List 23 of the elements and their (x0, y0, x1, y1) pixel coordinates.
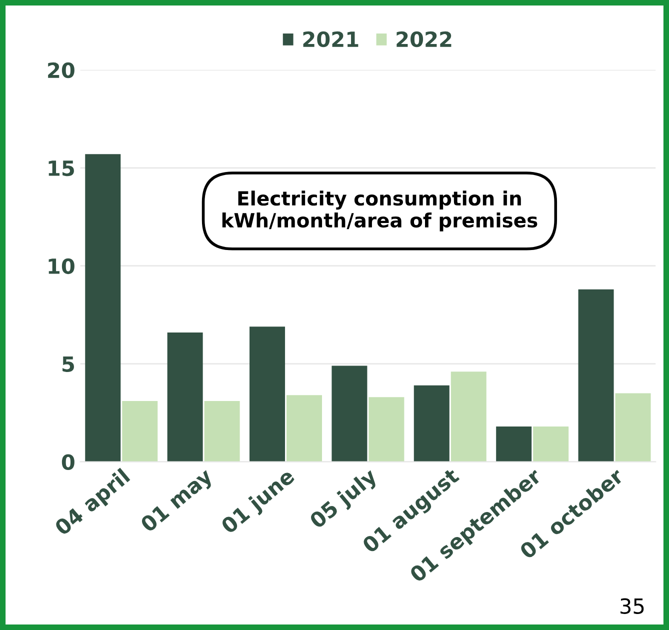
bar (615, 393, 651, 462)
bar (167, 332, 203, 462)
y-tick-label: 0 (62, 454, 74, 470)
bar (414, 385, 450, 462)
bar (204, 401, 240, 462)
y-tick-label: 10 (48, 258, 74, 274)
bar (496, 426, 532, 462)
y-tick-label: 15 (48, 160, 74, 176)
bar (250, 326, 286, 462)
bar (578, 289, 614, 462)
bar (332, 366, 368, 462)
y-tick-label: 5 (62, 356, 74, 372)
bar (85, 154, 121, 462)
bar (368, 397, 404, 462)
bar (122, 401, 158, 462)
text: 35 (620, 598, 644, 614)
bar (533, 426, 569, 462)
bar (286, 395, 322, 462)
legend-label: 2021 (303, 31, 358, 48)
annotation: Electricity consumption in kWh/month/area of premises (222, 190, 538, 232)
legend-label: 2022 (396, 31, 452, 48)
y-tick-label: 20 (48, 62, 74, 78)
bar (450, 372, 486, 462)
